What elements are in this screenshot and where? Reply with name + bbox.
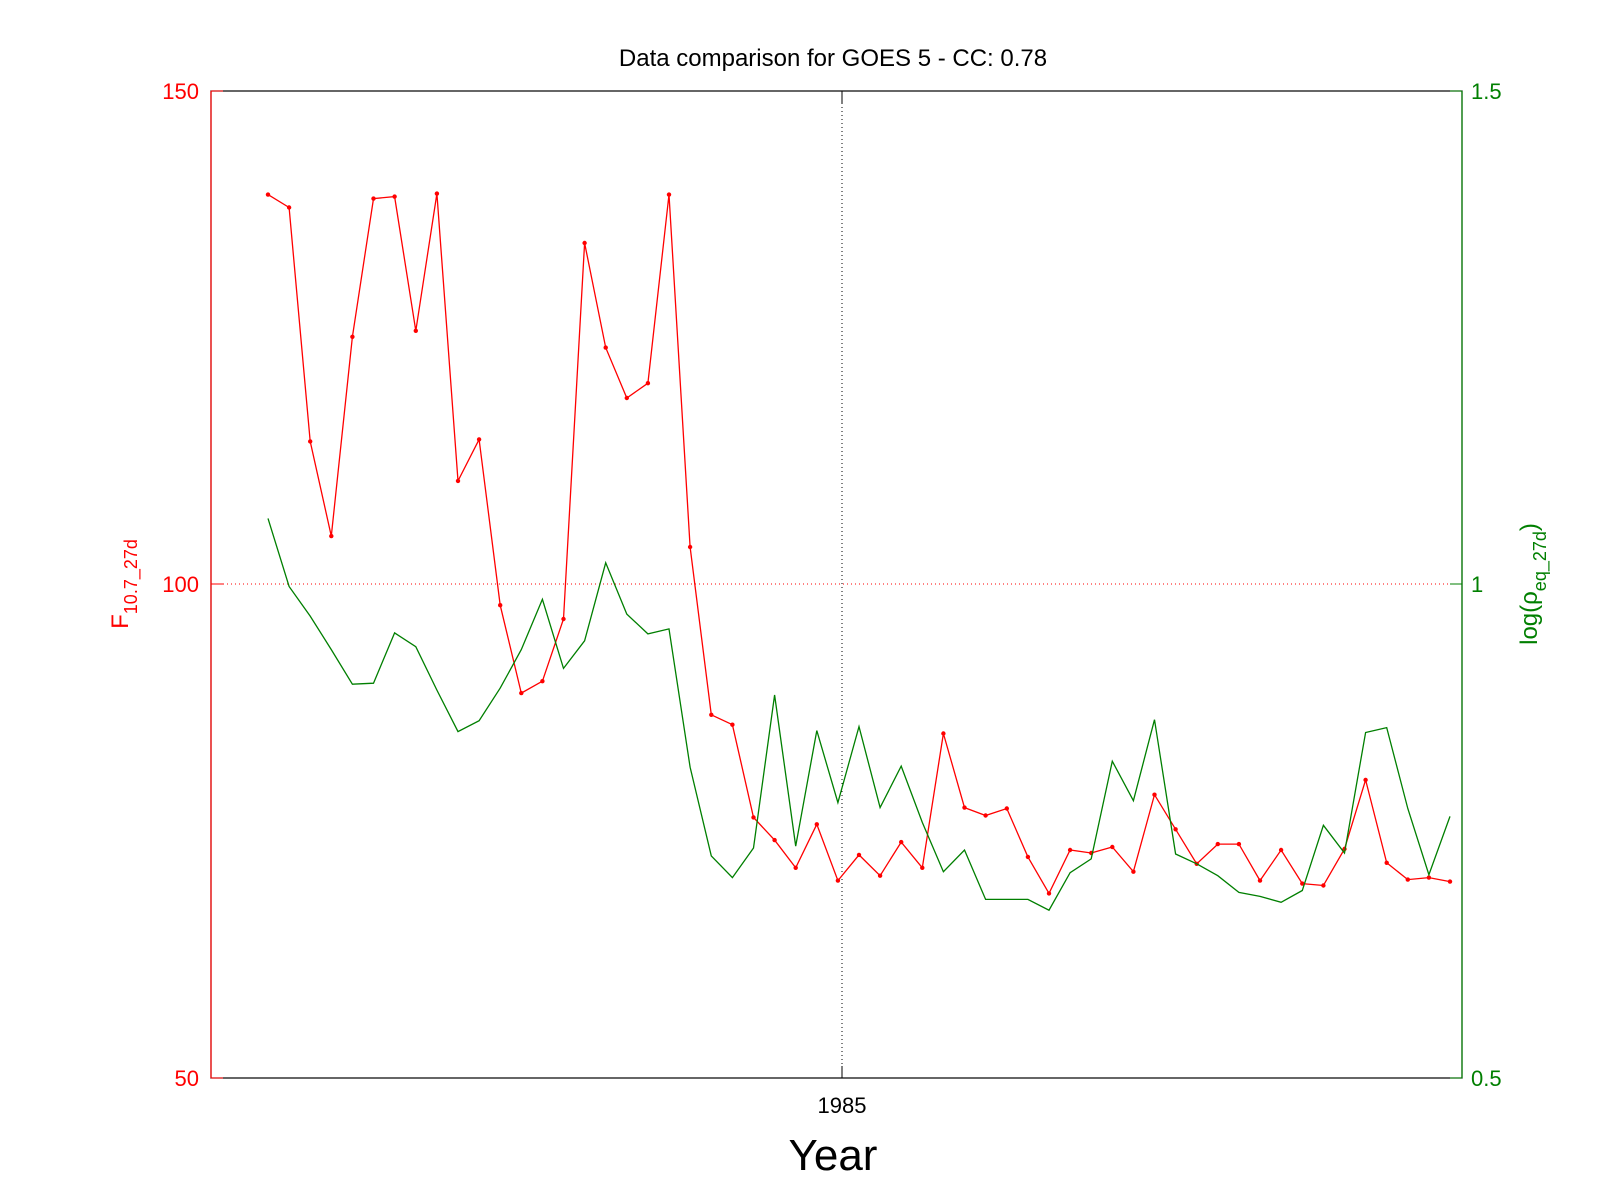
series-f107-point	[772, 837, 777, 843]
series-f107-point	[1321, 883, 1326, 888]
y-right-axis-label: log(ρeq_27d)	[1516, 523, 1551, 645]
series-f107-point	[730, 722, 735, 727]
y-right-label-main: log(	[1516, 605, 1543, 645]
series-f107-point	[1215, 841, 1221, 847]
series-f107-point	[1447, 879, 1453, 884]
series-f107-point	[1173, 827, 1178, 832]
series-f107-point	[1152, 792, 1157, 797]
series-f107-point	[1426, 875, 1432, 880]
series-f107-point	[751, 815, 756, 820]
series-f107-point	[498, 603, 503, 608]
x-axis-label: Year	[789, 1131, 878, 1180]
chart-title: Data comparison for GOES 5 - CC: 0.78	[619, 45, 1047, 72]
series-f107-point	[1300, 881, 1305, 886]
series-f107-point	[983, 813, 988, 818]
series-f107-point	[1025, 854, 1031, 860]
y-left-tick-label: 100	[162, 572, 199, 597]
series-f107-point	[1384, 860, 1389, 865]
y-right-tick-label: 1.5	[1471, 79, 1502, 104]
series-f107-point	[540, 679, 545, 684]
y-left-label-main: F	[107, 614, 134, 629]
series-f107-point	[603, 345, 608, 350]
y-right-label-end: )	[1516, 523, 1543, 531]
series-f107-point	[645, 381, 651, 386]
series-f107-point	[371, 196, 376, 201]
series-f107-point	[1131, 869, 1136, 874]
y-left-label-sub: 10.7_27d	[121, 539, 142, 614]
series-f107-point	[793, 865, 798, 870]
y-right-label-rho: ρ	[1516, 591, 1543, 605]
series-f107-point	[624, 395, 629, 401]
series-f107-point	[286, 205, 292, 210]
series-f107-point	[1067, 847, 1073, 853]
series-f107-point	[1004, 806, 1009, 811]
series-log-rho-line	[267, 518, 1451, 912]
series-f107-point	[709, 712, 714, 717]
series-f107-point	[392, 194, 397, 199]
series-f107-point	[582, 240, 587, 246]
series-f107-point	[666, 192, 672, 197]
series-f107-point	[413, 328, 418, 333]
series-f107-point	[455, 478, 461, 484]
left-tick-marks	[211, 90, 223, 1079]
series-f107-point	[877, 873, 883, 878]
y-right-tick-label: 0.5	[1471, 1066, 1502, 1091]
y-left-tick-label: 150	[162, 79, 199, 104]
series-f107-point	[687, 544, 693, 550]
series-f107-point	[519, 690, 524, 696]
series-f107-point	[265, 192, 271, 197]
y-right-label-sub: eq_27d	[1530, 531, 1551, 591]
series-f107-point	[920, 865, 925, 870]
series-f107-point	[476, 437, 482, 442]
series-f107-point	[1046, 891, 1052, 896]
y-right-tick-label: 1	[1471, 572, 1483, 597]
y-left-axis-label: F10.7_27d	[107, 539, 142, 629]
series-f107-point	[941, 731, 946, 736]
series-f107-point	[962, 805, 967, 810]
series-f107-point	[434, 191, 440, 196]
series-f107-point	[329, 533, 334, 539]
series-f107-point	[561, 616, 566, 622]
series-f107-point	[1405, 877, 1411, 882]
series-f107-point	[1236, 841, 1242, 847]
series-f107-point	[308, 439, 313, 444]
series-f107-point	[1110, 844, 1115, 850]
series-f107-point	[350, 334, 355, 339]
series-f107-point	[835, 878, 841, 883]
series-f107-point	[1278, 847, 1284, 853]
series-layer	[265, 191, 1453, 912]
series-f107-point	[1363, 777, 1368, 783]
series-f107-point	[1257, 878, 1263, 883]
x-tick-label: 1985	[818, 1093, 867, 1118]
right-tick-marks	[1450, 90, 1462, 1079]
series-f107-point	[814, 822, 819, 827]
series-f107-point	[856, 852, 862, 858]
y-left-tick-label: 50	[175, 1066, 199, 1091]
series-f107-point	[899, 839, 904, 845]
